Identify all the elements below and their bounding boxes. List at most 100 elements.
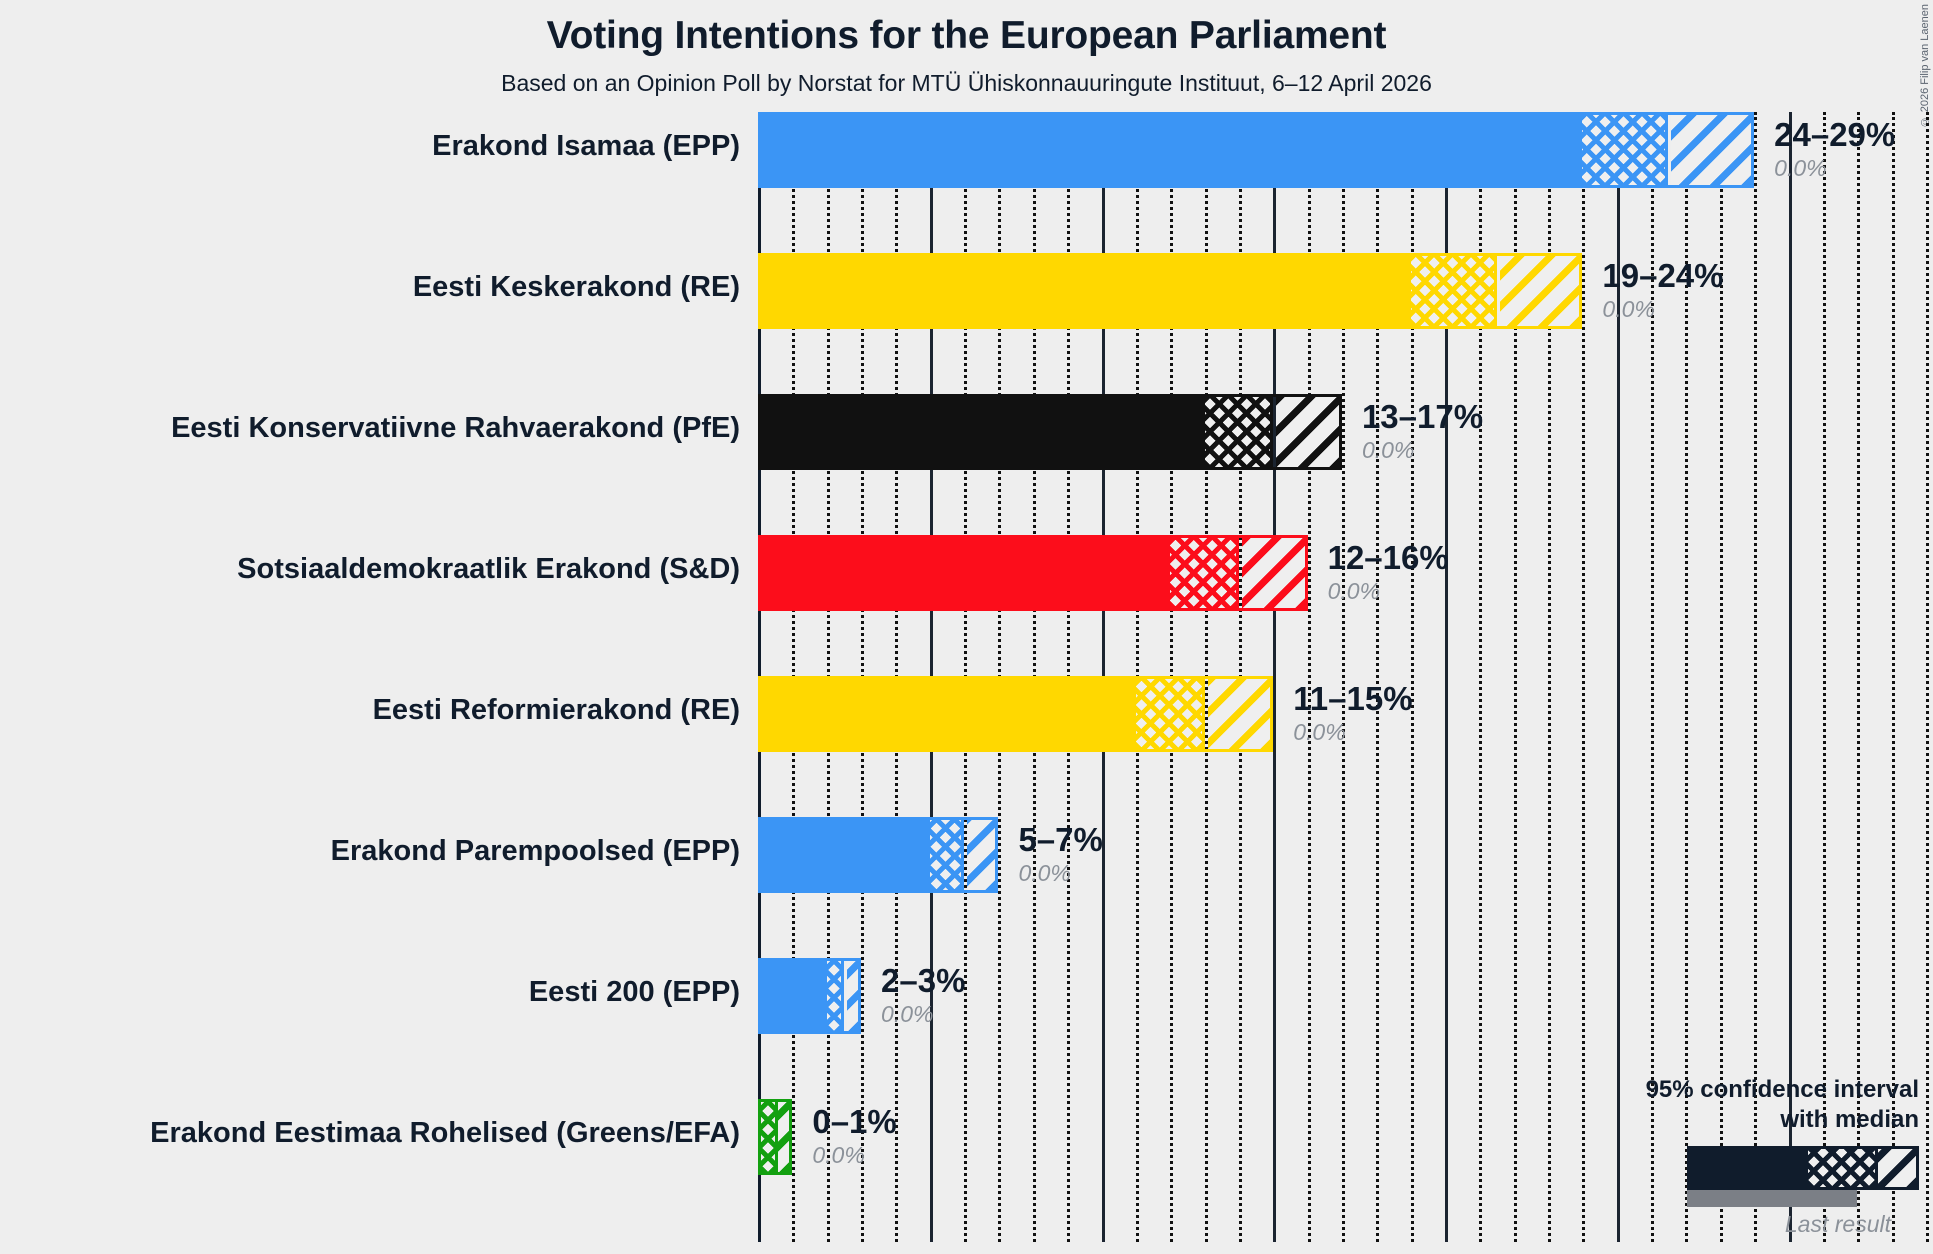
bar-solid-segment	[761, 115, 1583, 185]
bar-crosshatch-segment	[1135, 679, 1205, 749]
bar-solid-segment	[761, 397, 1205, 467]
confidence-interval-label: 2–3%	[881, 962, 966, 999]
confidence-interval-label: 0–1%	[812, 1103, 897, 1140]
gridline-major	[1788, 112, 1792, 1242]
bar-solid-segment	[761, 256, 1411, 326]
gridline-minor	[1582, 112, 1586, 1242]
value-label-group: 12–16% 0.0%	[1328, 541, 1449, 604]
bar-row	[758, 676, 1274, 752]
bar-solid-segment	[761, 820, 930, 890]
bar	[758, 394, 1342, 470]
bar-solid-segment	[761, 538, 1171, 608]
bar-crosshatch-segment	[929, 820, 965, 890]
bar-diagonal-segment	[778, 1102, 790, 1172]
legend: 95% confidence interval with median Last…	[1579, 1075, 1919, 1238]
gridline-minor	[1891, 112, 1895, 1242]
bar-diagonal-segment	[1207, 679, 1271, 749]
value-label-group: 24–29% 0.0%	[1774, 118, 1895, 181]
confidence-interval-label: 12–16%	[1327, 539, 1449, 576]
copyright-notice: © 2026 Filip van Laenen	[1919, 4, 1931, 128]
bar-row	[758, 1099, 793, 1175]
gridline-major	[1273, 112, 1277, 1242]
last-result-value: 0.0%	[1293, 719, 1346, 745]
confidence-interval-label: 24–29%	[1774, 116, 1896, 153]
confidence-interval-label: 5–7%	[1018, 821, 1103, 858]
legend-sample-bar	[1687, 1146, 1919, 1190]
bar-row	[758, 253, 1583, 329]
value-label-group: 2–3% 0.0%	[881, 964, 965, 1027]
bar-diagonal-segment	[1276, 397, 1339, 467]
confidence-interval-label: 19–24%	[1602, 257, 1724, 294]
last-result-value: 0.0%	[1602, 296, 1655, 322]
confidence-interval-label: 13–17%	[1361, 398, 1484, 435]
gridline-minor	[1651, 112, 1655, 1242]
page-title: Voting Intentions for the European Parli…	[546, 14, 1387, 57]
category-label: Eesti 200 (EPP)	[528, 976, 740, 1008]
legend-title: 95% confidence interval with median	[1645, 1076, 1919, 1133]
category-label: Erakond Parempoolsed (EPP)	[330, 835, 740, 867]
gridline-minor	[1341, 112, 1345, 1242]
value-label-group: 13–17% 0.0%	[1362, 400, 1483, 463]
gridline-minor	[1479, 112, 1483, 1242]
bar-row	[758, 394, 1342, 470]
last-result-value: 0.0%	[1018, 860, 1071, 886]
bar	[758, 253, 1583, 329]
gridline-minor	[1925, 112, 1929, 1242]
gridline-minor	[1857, 112, 1861, 1242]
chart-subtitle: Based on an Opinion Poll by Norstat for …	[501, 70, 1432, 96]
value-label-group: 5–7% 0.0%	[1018, 823, 1102, 886]
legend-diagonal-segment	[1878, 1149, 1916, 1187]
bar-crosshatch-segment	[1410, 256, 1497, 326]
gridline-major	[1616, 112, 1620, 1242]
bar-diagonal-segment	[1499, 256, 1580, 326]
legend-last-result-bar	[1687, 1190, 1857, 1207]
last-result-value: 0.0%	[1774, 155, 1827, 181]
bar-crosshatch-segment	[1170, 538, 1239, 608]
bar-solid-segment	[761, 961, 827, 1031]
bar-row	[758, 958, 862, 1034]
plot-area	[758, 112, 1933, 1242]
gridline-minor	[1410, 112, 1414, 1242]
bar	[758, 817, 999, 893]
value-label-group: 19–24% 0.0%	[1602, 259, 1723, 322]
bar-crosshatch-segment	[826, 961, 844, 1031]
last-result-value: 0.0%	[1327, 578, 1381, 604]
bar-solid-segment	[761, 679, 1136, 749]
gridline-minor	[1376, 112, 1380, 1242]
bar-row	[758, 817, 999, 893]
bar-crosshatch-segment	[1582, 115, 1669, 185]
category-label: Eesti Konservatiivne Rahvaerakond (PfE)	[171, 412, 740, 444]
bar-crosshatch-segment	[761, 1102, 779, 1172]
category-label: Eesti Keskerakond (RE)	[412, 271, 740, 303]
category-label: Sotsiaaldemokraatlik Erakond (S&D)	[237, 553, 740, 585]
last-result-value: 0.0%	[881, 1001, 934, 1027]
bar-crosshatch-segment	[1204, 397, 1274, 467]
category-label: Erakond Isamaa (EPP)	[432, 130, 740, 162]
category-label: Eesti Reformierakond (RE)	[372, 694, 740, 726]
legend-last-result-label: Last result	[1784, 1211, 1891, 1237]
bar-row	[758, 535, 1308, 611]
bar-diagonal-segment	[846, 961, 859, 1031]
bar	[758, 1099, 793, 1175]
bar	[758, 676, 1274, 752]
bar	[758, 958, 862, 1034]
bar	[758, 112, 1755, 188]
last-result-value: 0.0%	[812, 1142, 865, 1168]
gridline-major	[1445, 112, 1448, 1242]
gridline-minor	[1719, 112, 1723, 1242]
bar-diagonal-segment	[967, 820, 996, 890]
bar	[758, 535, 1308, 611]
value-label-group: 11–15% 0.0%	[1293, 682, 1412, 745]
gridline-minor	[1513, 112, 1517, 1242]
bar-diagonal-segment	[1241, 538, 1305, 608]
last-result-value: 0.0%	[1361, 437, 1415, 463]
gridline-minor	[1822, 112, 1826, 1242]
gridline-minor	[1548, 112, 1552, 1242]
gridline-minor	[1754, 112, 1758, 1242]
category-label: Erakond Eestimaa Rohelised (Greens/EFA)	[150, 1117, 740, 1149]
bar-diagonal-segment	[1671, 115, 1752, 185]
confidence-interval-label: 11–15%	[1293, 680, 1413, 717]
bar-row	[758, 112, 1755, 188]
value-label-group: 0–1% 0.0%	[812, 1105, 896, 1168]
